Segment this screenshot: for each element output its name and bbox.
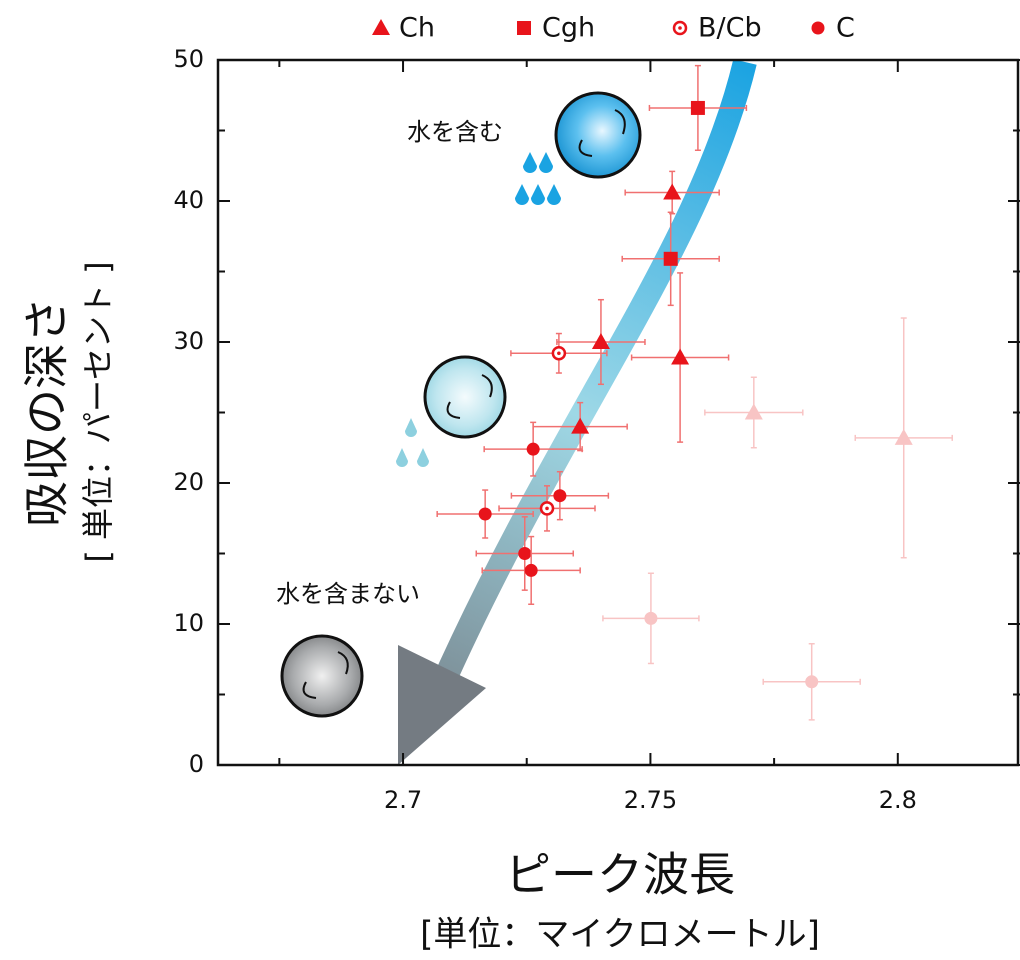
marker-triangle xyxy=(744,403,763,420)
y-tick-label: 10 xyxy=(173,609,204,637)
annotation: 水を含まない xyxy=(276,580,420,608)
marker-dot xyxy=(557,351,561,356)
decoration xyxy=(280,59,757,765)
annotation: 水を含む xyxy=(407,118,503,146)
marker-triangle xyxy=(671,348,690,365)
marker-square xyxy=(517,21,531,35)
legend-label: C xyxy=(836,13,855,44)
y-tick-label: 40 xyxy=(173,186,204,214)
marker-circle xyxy=(805,675,819,689)
marker-square xyxy=(663,251,678,266)
marker-circle xyxy=(524,563,538,577)
x-axis-sublabel: [単位：マイクロメートル] xyxy=(420,915,820,955)
marker-circle xyxy=(518,547,532,560)
marker-dot xyxy=(678,26,682,30)
y-tick-label: 0 xyxy=(189,750,204,778)
marker-triangle xyxy=(372,19,390,35)
x-tick-label: 2.7 xyxy=(384,786,422,814)
y-tick-label: 30 xyxy=(173,327,204,355)
marker-circle xyxy=(526,442,540,456)
y-tick-label: 50 xyxy=(173,45,204,73)
marker-triangle xyxy=(591,333,610,349)
legend-label: Cgh xyxy=(542,13,595,44)
marker-triangle xyxy=(571,417,590,434)
marker-circle xyxy=(811,21,825,35)
marker-triangle xyxy=(894,428,913,445)
marker-square xyxy=(690,100,705,115)
y-tick-label: 20 xyxy=(173,468,204,496)
legend-label: Ch xyxy=(399,13,435,44)
legend-label: B/Cb xyxy=(698,13,762,44)
y-axis-label: 吸収の深さ xyxy=(20,297,74,527)
marker-circle xyxy=(553,489,567,503)
marker-triangle xyxy=(663,183,682,200)
marker-circle xyxy=(644,611,658,625)
marker-dot xyxy=(545,506,549,511)
x-tick-label: 2.8 xyxy=(879,786,917,814)
y-axis-sublabel: [ 単位：パーセント ] xyxy=(79,261,117,562)
x-tick-label: 2.75 xyxy=(624,786,677,814)
marker-circle xyxy=(478,507,492,521)
x-axis-label: ピーク波長 xyxy=(505,848,735,902)
